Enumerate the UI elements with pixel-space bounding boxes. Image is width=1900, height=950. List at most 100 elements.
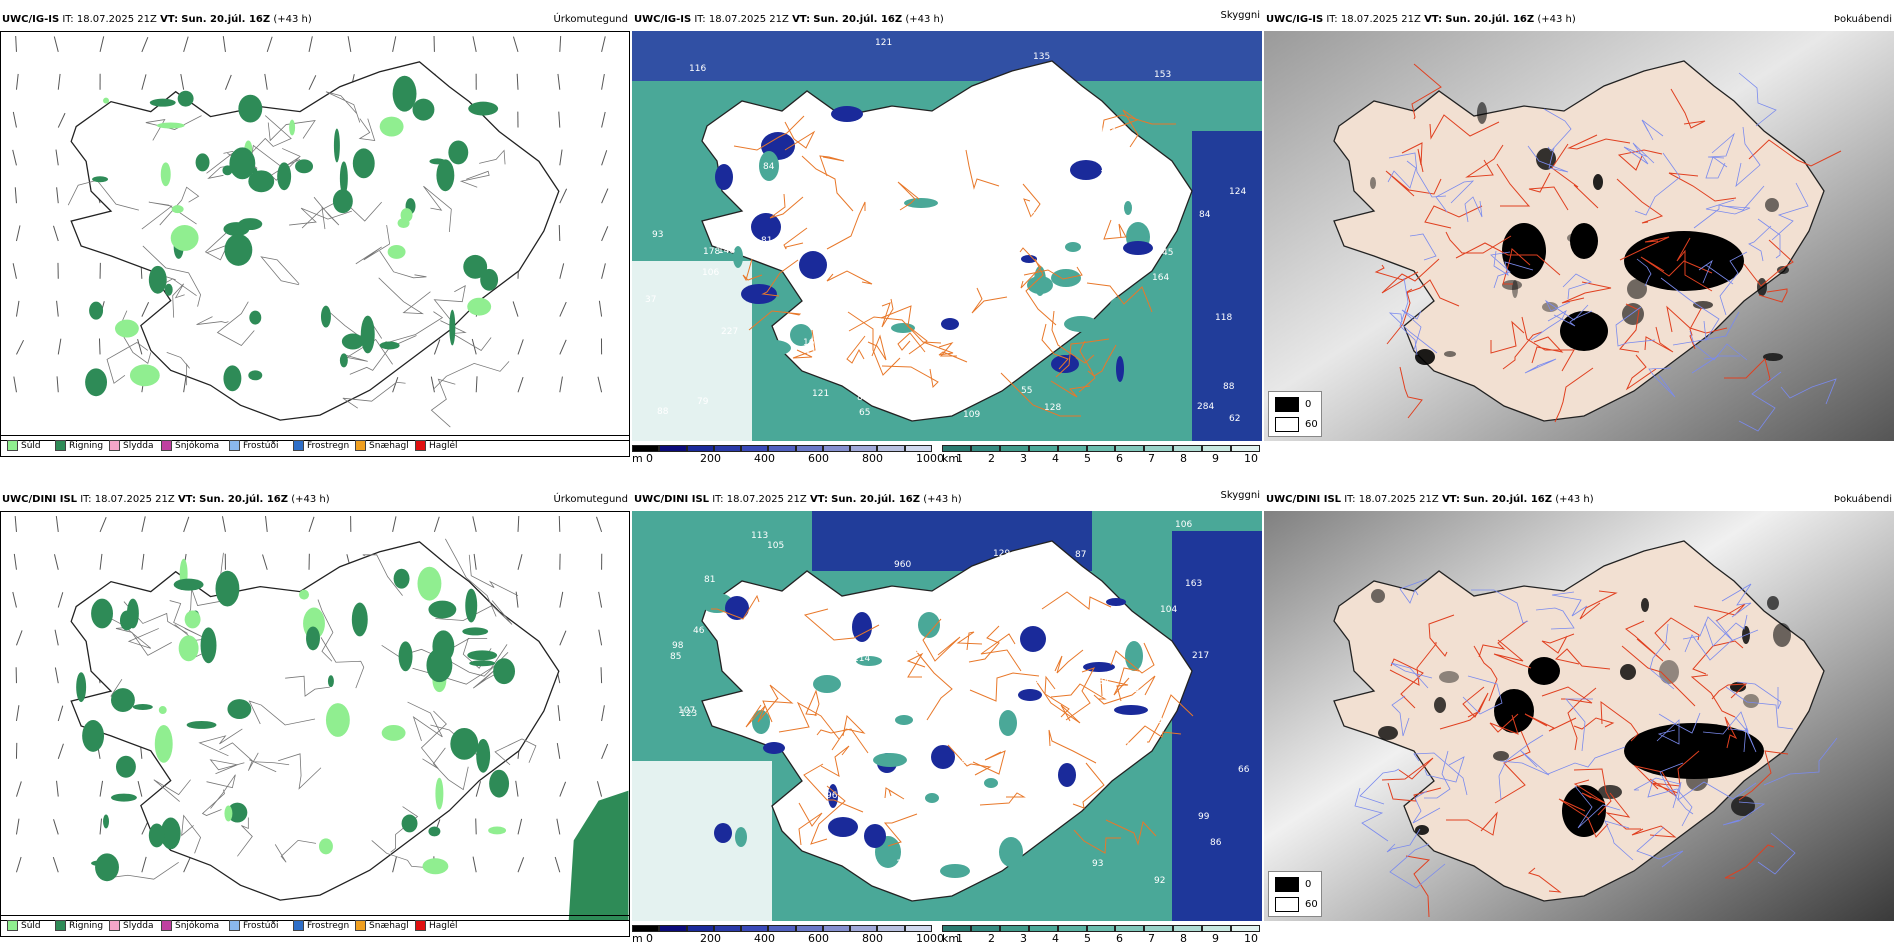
road bbox=[1738, 72, 1777, 127]
wind-barb bbox=[515, 591, 519, 608]
wind-barb bbox=[56, 187, 59, 204]
panel-title: Úrkomutegund bbox=[553, 494, 628, 505]
colorbar-segment bbox=[999, 925, 1029, 932]
legend-swatch bbox=[229, 920, 240, 931]
low-visibility-cell bbox=[895, 715, 913, 725]
legend-swatch bbox=[161, 920, 172, 931]
colorbar-tick-label: 800 bbox=[862, 932, 883, 945]
road bbox=[1689, 330, 1748, 361]
visibility-value-label: 217 bbox=[1192, 651, 1209, 661]
low-visibility-cell bbox=[1020, 626, 1046, 652]
wind-barb bbox=[598, 591, 603, 608]
visibility-value-label: 148 bbox=[718, 246, 735, 256]
road bbox=[1073, 829, 1121, 854]
visibility-km-colorbar: km 1 2 3 4 5 6 7 8 9 10 bbox=[942, 445, 1260, 465]
roads bbox=[733, 109, 1176, 417]
wind-barb bbox=[517, 339, 524, 355]
wind-barb bbox=[517, 376, 524, 393]
road bbox=[1411, 63, 1442, 120]
visibility-value-label: 57 bbox=[864, 190, 875, 200]
high-visibility-area bbox=[632, 761, 772, 921]
precip-cell bbox=[428, 826, 441, 837]
road bbox=[1724, 358, 1771, 382]
road bbox=[1093, 675, 1156, 705]
low-visibility-cell bbox=[828, 817, 858, 837]
visibility-m-colorbar: m 0 200 400 600 800 1000 bbox=[632, 925, 944, 945]
road bbox=[1072, 762, 1105, 809]
wind-barb bbox=[183, 516, 190, 533]
iceland-map bbox=[1264, 31, 1894, 441]
low-visibility-cell bbox=[1123, 241, 1153, 255]
wind-barb bbox=[601, 705, 605, 722]
wind-barb bbox=[557, 73, 561, 90]
map-precip-type bbox=[0, 31, 630, 441]
low-visibility-cell bbox=[931, 745, 955, 769]
road bbox=[285, 675, 330, 697]
fog-area bbox=[1494, 689, 1534, 733]
road bbox=[1605, 792, 1641, 830]
road bbox=[248, 700, 316, 726]
road bbox=[289, 207, 352, 226]
colorbar-unit: km bbox=[942, 932, 960, 945]
precip-cell bbox=[462, 627, 489, 636]
visibility-value-label: 153 bbox=[1154, 70, 1171, 80]
precip-cell bbox=[227, 699, 252, 719]
road bbox=[249, 759, 290, 773]
road bbox=[922, 341, 968, 363]
low-visibility-cell bbox=[918, 612, 940, 638]
wind-barb bbox=[430, 376, 435, 393]
road bbox=[342, 381, 406, 409]
precip-cell bbox=[195, 153, 210, 172]
precip-cell bbox=[422, 858, 449, 875]
road bbox=[313, 196, 340, 230]
colorbar-segment bbox=[1144, 445, 1174, 452]
fog-area bbox=[1567, 233, 1585, 243]
wind-barb bbox=[554, 856, 561, 873]
wind-barb bbox=[265, 516, 268, 532]
precip-cell bbox=[85, 368, 108, 397]
wind-barb bbox=[57, 112, 66, 128]
fog-area bbox=[1434, 697, 1446, 713]
road bbox=[1623, 142, 1655, 165]
road bbox=[362, 554, 403, 596]
road bbox=[1719, 251, 1748, 316]
legend-swatch bbox=[355, 920, 366, 931]
low-visibility-cell bbox=[940, 864, 970, 878]
legend-item: Rigning bbox=[55, 440, 103, 451]
road bbox=[1493, 250, 1534, 276]
visibility-value-label: 121 bbox=[812, 389, 829, 399]
visibility-value-label: 960 bbox=[894, 560, 911, 570]
colorbar-tick-label: 2 bbox=[988, 932, 995, 945]
road bbox=[1748, 139, 1842, 167]
visibility-value-label: 37 bbox=[645, 295, 656, 305]
legend-swatch bbox=[109, 920, 120, 931]
road bbox=[378, 277, 431, 315]
colorbar-tick-label: 200 bbox=[700, 932, 721, 945]
legend-item: Haglél bbox=[415, 920, 458, 931]
wind-barb bbox=[12, 263, 17, 279]
low-visibility-cell bbox=[873, 753, 907, 767]
wind-barb bbox=[596, 781, 603, 797]
visibility-value-label: 116 bbox=[1166, 661, 1183, 671]
precip-cell bbox=[341, 333, 364, 350]
colorbar-tick-label: 400 bbox=[754, 932, 775, 945]
precip-cell bbox=[89, 301, 104, 320]
visibility-value-label: 184 bbox=[1092, 677, 1109, 687]
roads bbox=[711, 591, 1194, 854]
wind-barb bbox=[183, 36, 189, 53]
low-visibility-cell bbox=[1070, 160, 1102, 180]
colorbar-segment bbox=[877, 445, 905, 452]
panel-title: Skyggni bbox=[1220, 10, 1260, 21]
panel-header: UWC/IG-IS IT: 18.07.2025 21Z VT: Sun. 20… bbox=[1266, 14, 1576, 25]
fog-legend-black: 0 bbox=[1275, 877, 1311, 892]
wind-barb bbox=[56, 376, 59, 393]
fog-legend-black: 0 bbox=[1275, 397, 1311, 412]
precip-cell bbox=[114, 319, 139, 338]
wind-barb bbox=[15, 818, 20, 835]
wind-barb bbox=[475, 781, 481, 797]
road bbox=[1633, 777, 1681, 809]
precip-cell bbox=[129, 364, 160, 387]
colorbar-tick-label: 8 bbox=[1180, 932, 1187, 945]
road bbox=[965, 149, 1000, 190]
road bbox=[1690, 674, 1736, 718]
